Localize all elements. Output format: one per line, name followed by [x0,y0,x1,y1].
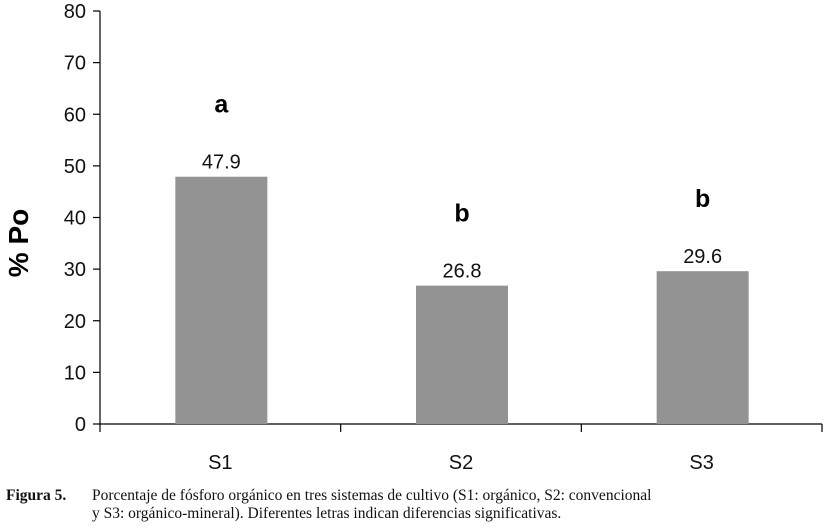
x-category-label-s2: S2 [449,452,473,474]
y-tick-label: 10 [64,362,86,384]
bar-s2 [416,285,508,424]
significance-letter-s3: b [695,185,710,213]
y-tick-label: 50 [64,156,86,178]
caption-label: Figura 5. [6,487,67,504]
significance-letter-s1: a [214,91,229,119]
y-axis-label: % Po [3,209,34,277]
significance-letter-s2: b [454,200,469,228]
y-tick-label: 0 [75,414,86,436]
y-tick-label: 30 [64,259,86,281]
x-category-label-s3: S3 [689,452,713,474]
plot-area: 0 10 20 30 40 50 60 70 80 47.9 a S1 26.8 b S2 29.6 b S3 [64,1,823,474]
y-tick-label: 80 [64,1,86,23]
y-tick-label: 20 [64,311,86,333]
figure-caption: Figura 5. Porcentaje de fósforo orgánico … [6,487,822,523]
data-label-s1: 47.9 [202,152,241,174]
y-tick-label: 60 [64,104,86,126]
y-tick-label: 40 [64,208,86,230]
caption-line-1: Porcentaje de fósforo orgánico en tres s… [92,487,652,504]
data-label-s3: 29.6 [683,246,722,268]
bar-s3 [656,271,749,424]
caption-line-2: y S3: orgánico-mineral). Diferentes letr… [92,505,562,522]
y-tick-label: 70 [64,53,86,75]
bar-s1 [175,176,268,424]
bar-chart: % Po 0 10 20 30 40 50 60 70 80 47.9 a S1 26.8 b S2 29.6… [3,1,823,474]
x-category-label-s1: S1 [208,452,232,474]
data-label-s2: 26.8 [443,261,482,283]
